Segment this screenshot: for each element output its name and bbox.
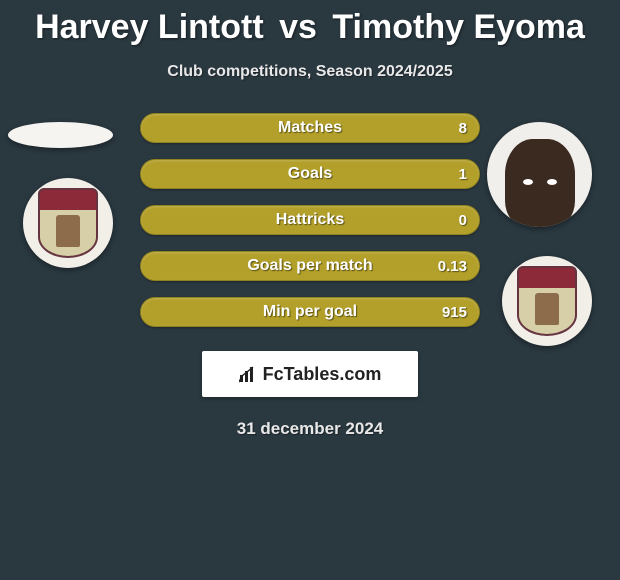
stat-bar: Matches 8: [140, 113, 480, 143]
stat-bar: Min per goal 915: [140, 297, 480, 327]
date-text: 31 december 2024: [0, 419, 620, 439]
stat-bar: Goals per match 0.13: [140, 251, 480, 281]
bar-chart-icon: [239, 365, 257, 383]
subtitle: Club competitions, Season 2024/2025: [0, 63, 620, 81]
stat-bar: Hattricks 0: [140, 205, 480, 235]
stat-value-right: 915: [442, 304, 467, 321]
stat-value-right: 8: [459, 120, 467, 137]
stat-label: Matches: [278, 119, 342, 137]
stat-label: Goals per match: [247, 257, 372, 275]
player2-name: Timothy Eyoma: [332, 8, 585, 46]
stats-bars: Matches 8 Goals 1 Hattricks 0 Goals per …: [0, 113, 620, 327]
stat-value-right: 1: [459, 166, 467, 183]
stat-label: Hattricks: [276, 211, 344, 229]
stat-label: Goals: [288, 165, 332, 183]
stat-bar: Goals 1: [140, 159, 480, 189]
vs-text: vs: [279, 8, 317, 46]
brand-box: FcTables.com: [202, 351, 418, 397]
stat-value-right: 0: [459, 212, 467, 229]
page-title: Harvey Lintott vs Timothy Eyoma: [0, 0, 620, 47]
stat-value-right: 0.13: [438, 258, 467, 275]
stat-label: Min per goal: [263, 303, 357, 321]
brand-text: FcTables.com: [263, 364, 382, 385]
player1-name: Harvey Lintott: [35, 8, 264, 46]
